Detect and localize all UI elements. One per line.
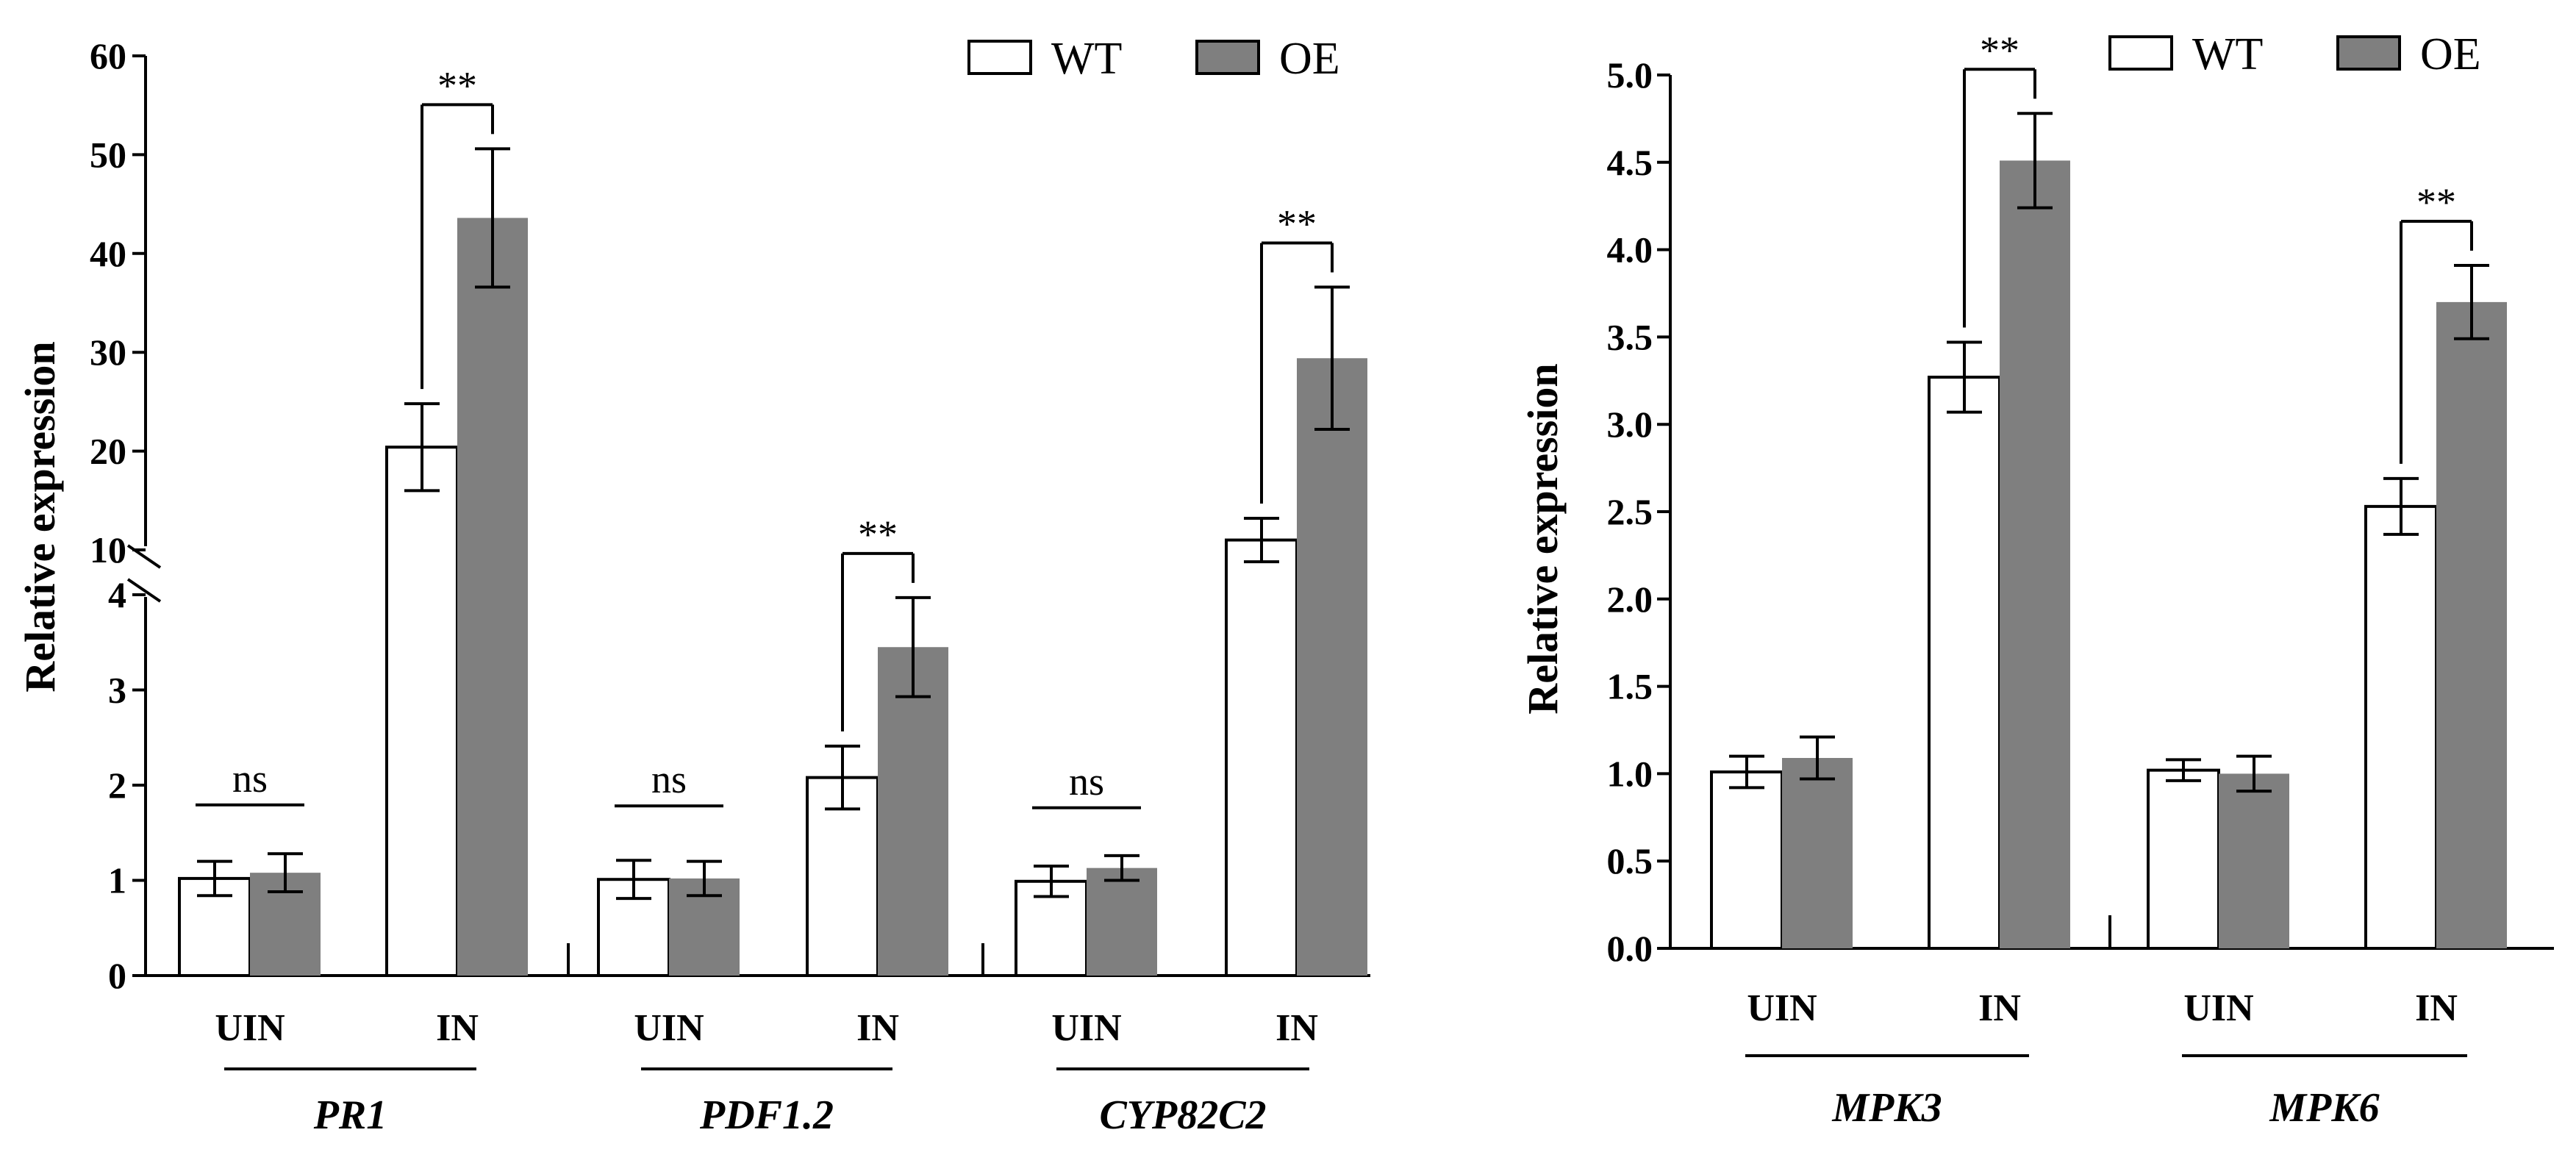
x-category-label-1: IN	[1978, 987, 2021, 1029]
bar-oe-5	[1297, 358, 1367, 976]
y-tick-label: 4.5	[1607, 142, 1653, 183]
group-label-0: MPK3	[1831, 1085, 1942, 1131]
y-axis-label: Relative expression	[16, 341, 64, 692]
bar-oe-4	[1087, 867, 1157, 976]
legend-label-oe-1: OE	[1279, 34, 1340, 84]
x-category-label-0: UIN	[215, 1007, 285, 1049]
legend-swatch-wt-1	[967, 40, 1032, 75]
y-tick-label: 1.5	[1607, 666, 1653, 707]
x-category-label-2: UIN	[2183, 987, 2253, 1029]
bar-wt-1	[1928, 376, 2001, 950]
y-tick-label: 0.0	[1607, 928, 1653, 969]
legend-swatch-wt-2	[2108, 35, 2173, 71]
y-tick-label: 60	[90, 35, 126, 76]
y-tick-label: 50	[90, 134, 126, 175]
bar-wt-0	[1710, 770, 1783, 951]
legend-label-wt-2: WT	[2192, 29, 2263, 79]
legend-label-oe-2: OE	[2420, 29, 2481, 79]
y-tick-label: 3	[108, 670, 126, 711]
significance-label-3: **	[858, 512, 898, 557]
significance-label-1: **	[1980, 28, 2019, 72]
x-category-label-4: UIN	[1051, 1007, 1121, 1049]
y-tick-label: 3.0	[1607, 404, 1653, 445]
bar-wt-5	[1225, 538, 1298, 977]
chart-left: 0 1 2 3 410 20 30 40 50 60 Relative expression UIN n…	[16, 34, 1370, 1138]
bar-oe-3	[878, 647, 948, 976]
y-tick-label: 0	[108, 955, 126, 996]
y-tick-label: 1	[108, 860, 126, 901]
x-category-label-2: UIN	[634, 1007, 704, 1049]
group-label-1: PDF1.2	[699, 1092, 834, 1138]
significance-label-1: **	[437, 63, 477, 107]
y-tick-label: 30	[90, 332, 126, 373]
significance-label-5: **	[1277, 201, 1317, 246]
legend-label-wt-1: WT	[1051, 34, 1122, 84]
y-tick-label: 2.0	[1607, 579, 1653, 620]
group-label-0: PR1	[313, 1092, 387, 1138]
bar-oe-1	[457, 218, 528, 976]
bar-oe-3	[2436, 301, 2507, 948]
bar-wt-3	[806, 776, 879, 977]
bar-oe-0	[1782, 758, 1853, 948]
bar-wt-2	[2147, 768, 2220, 950]
legend-swatch-oe-1	[1195, 40, 1260, 75]
significance-label-3: **	[2416, 180, 2456, 224]
y-tick-label: 20	[90, 431, 126, 472]
axis-break-lower	[126, 578, 162, 603]
y-axis-label: Relative expression	[1519, 363, 1567, 714]
group-label-1: MPK6	[2269, 1085, 2379, 1131]
y-tick-label: 2.5	[1607, 491, 1653, 532]
y-tick-label: 0.5	[1607, 840, 1653, 881]
legend-swatch-oe-2	[2336, 35, 2401, 71]
y-tick-label: 10	[90, 529, 126, 570]
y-tick-label: 3.5	[1607, 316, 1653, 357]
x-category-label-3: IN	[2415, 987, 2458, 1029]
x-category-label-1: IN	[436, 1007, 479, 1049]
group-label-2: CYP82C2	[1099, 1092, 1266, 1138]
bar-wt-1	[385, 446, 459, 977]
significance-label-0: ns	[232, 756, 268, 801]
significance-label-4: ns	[1069, 759, 1104, 804]
y-tick-label: 5.0	[1607, 54, 1653, 96]
y-tick-label: 1.0	[1607, 753, 1653, 794]
significance-label-2: ns	[651, 757, 687, 801]
y-tick-label: 40	[90, 233, 126, 274]
chart-right: 0.0 0.5 1.0 1.5 2.0 2.5 3.0 3.5 4.0 4.5 5.0 Relativ…	[1519, 28, 2554, 1131]
x-category-label-0: UIN	[1747, 987, 1817, 1029]
y-tick-label: 2	[108, 765, 126, 806]
bar-oe-1	[2000, 160, 2070, 949]
y-tick-label: 4.0	[1607, 229, 1653, 271]
bar-wt-3	[2364, 504, 2438, 950]
x-category-label-3: IN	[856, 1007, 899, 1049]
y-tick-label: 4	[108, 574, 126, 615]
x-category-label-5: IN	[1276, 1007, 1318, 1049]
bar-oe-2	[2219, 773, 2289, 948]
